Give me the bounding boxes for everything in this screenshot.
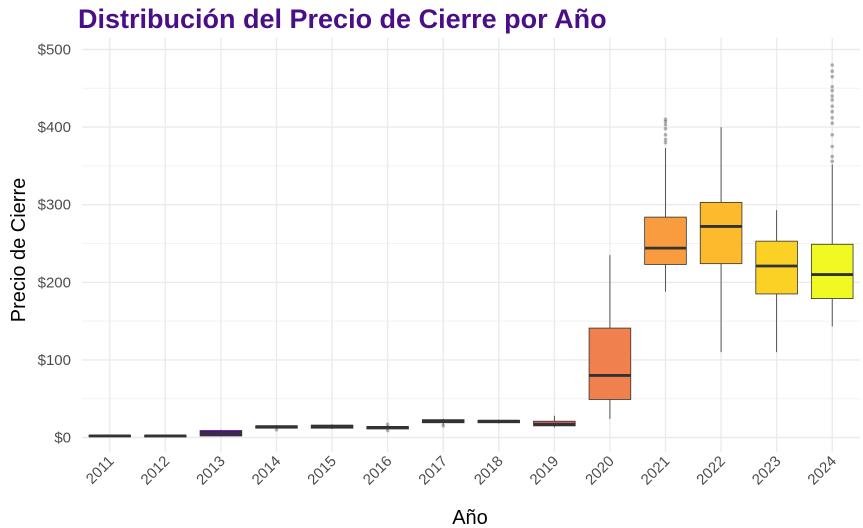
outlier-point bbox=[385, 428, 390, 433]
x-tick-label: 2015 bbox=[304, 453, 340, 489]
outlier-point bbox=[441, 424, 446, 428]
outlier-point bbox=[274, 427, 279, 432]
box-2012 bbox=[144, 434, 187, 438]
outlier-point bbox=[830, 121, 835, 126]
outlier-point bbox=[830, 154, 835, 159]
x-tick-label: 2011 bbox=[83, 453, 118, 488]
x-tick-label: 2014 bbox=[249, 453, 285, 489]
x-tick-label: 2017 bbox=[415, 453, 451, 489]
x-tick-label: 2018 bbox=[471, 453, 507, 489]
y-tick-label: $0 bbox=[54, 430, 71, 447]
chart-title: Distribución del Precio de Cierre por Añ… bbox=[78, 4, 607, 34]
outlier-point bbox=[830, 133, 835, 137]
outlier-point bbox=[830, 104, 835, 108]
box-2018 bbox=[477, 419, 521, 424]
outlier-point bbox=[830, 98, 835, 102]
box-2019 bbox=[533, 415, 576, 428]
outlier-point bbox=[830, 94, 835, 98]
y-axis-label: Precio de Cierre bbox=[8, 178, 30, 323]
box-body bbox=[644, 216, 687, 265]
outlier-point bbox=[830, 115, 835, 120]
box-2014 bbox=[255, 425, 298, 432]
y-tick-label: $500 bbox=[38, 42, 71, 59]
box-2017 bbox=[421, 418, 465, 428]
outlier-point bbox=[385, 422, 390, 427]
outlier-point bbox=[663, 119, 668, 124]
outlier-point bbox=[663, 137, 668, 142]
x-tick-label: 2021 bbox=[638, 453, 674, 489]
y-tick-label: $200 bbox=[38, 274, 71, 291]
y-axis-ticks: $0 $100 $200 $300 $400 $500 bbox=[38, 42, 71, 447]
outlier-point bbox=[830, 84, 835, 89]
outlier-point bbox=[830, 159, 835, 164]
box-2013 bbox=[199, 429, 243, 437]
outlier-point bbox=[663, 126, 668, 131]
x-tick-label: 2023 bbox=[749, 453, 785, 489]
box-body bbox=[588, 327, 632, 400]
outlier-point bbox=[830, 144, 835, 149]
box-series bbox=[88, 63, 854, 438]
box-2023 bbox=[755, 210, 798, 353]
x-tick-label: 2020 bbox=[582, 453, 618, 489]
y-tick-label: $400 bbox=[38, 119, 71, 136]
box-body bbox=[699, 201, 743, 265]
box-2016 bbox=[366, 422, 409, 433]
x-tick-label: 2016 bbox=[360, 453, 396, 489]
y-tick-label: $300 bbox=[38, 197, 71, 214]
outlier-point bbox=[663, 122, 668, 127]
outlier-point bbox=[663, 117, 668, 122]
box-2015 bbox=[310, 424, 354, 429]
outlier-point bbox=[663, 140, 668, 145]
outlier-point bbox=[830, 88, 835, 93]
box-2020 bbox=[588, 255, 632, 419]
box-2011 bbox=[88, 434, 132, 438]
outlier-point bbox=[830, 74, 835, 79]
outlier-point bbox=[830, 109, 835, 114]
x-tick-label: 2013 bbox=[193, 453, 229, 489]
grid-lines bbox=[82, 38, 860, 452]
x-axis-ticks: 2011 2012 2013 2014 2015 2016 2017 2018 2019 2020… bbox=[83, 453, 840, 489]
box-body bbox=[755, 240, 798, 295]
y-tick-label: $100 bbox=[38, 352, 71, 369]
x-axis-label: Año bbox=[452, 507, 488, 528]
outlier-point bbox=[663, 133, 668, 137]
outlier-point bbox=[830, 69, 835, 74]
box-2022 bbox=[699, 127, 743, 353]
x-tick-label: 2022 bbox=[693, 453, 729, 489]
x-tick-label: 2019 bbox=[527, 453, 563, 489]
box-2024 bbox=[810, 63, 854, 327]
x-tick-label: 2024 bbox=[804, 453, 840, 489]
outlier-point bbox=[830, 63, 835, 67]
x-tick-label: 2012 bbox=[138, 453, 174, 489]
box-body bbox=[810, 243, 854, 299]
box-2021 bbox=[644, 117, 687, 292]
